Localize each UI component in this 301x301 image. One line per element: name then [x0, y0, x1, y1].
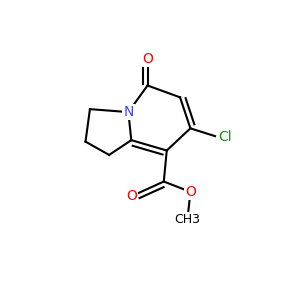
- Text: O: O: [126, 189, 137, 203]
- Text: O: O: [142, 52, 153, 66]
- Text: Cl: Cl: [219, 130, 232, 144]
- Text: O: O: [185, 185, 196, 199]
- Text: CH3: CH3: [175, 213, 200, 226]
- Text: N: N: [123, 105, 134, 119]
